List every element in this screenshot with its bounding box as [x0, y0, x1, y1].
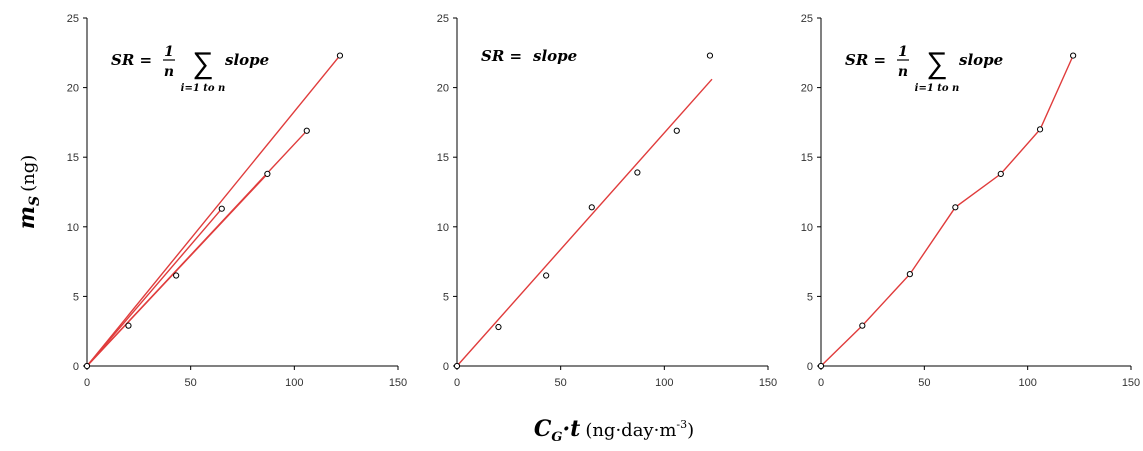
sum-symbol: ∑	[192, 47, 213, 80]
svg-text:mS(ng): mS (ng)	[14, 155, 43, 230]
x-tick-label: 150	[1122, 377, 1140, 389]
x-label-sup: -3	[676, 418, 687, 431]
x-tick-label: 100	[655, 377, 673, 389]
data-point	[453, 362, 461, 370]
data-point	[588, 204, 595, 211]
data-point	[673, 127, 680, 134]
y-tick-label: 15	[801, 152, 813, 164]
data-point	[495, 323, 502, 331]
y-tick-label: 10	[801, 222, 813, 234]
y-tick-label: 10	[67, 222, 79, 234]
y-tick-label: 0	[73, 361, 79, 373]
y-tick-label: 20	[437, 83, 449, 95]
x-tick-label: 0	[84, 377, 90, 389]
data-point	[706, 52, 714, 59]
y-tick-label: 15	[67, 152, 79, 164]
data-point	[952, 204, 959, 211]
fraction-numerator: 1	[164, 44, 174, 60]
sr-equation: SR = slope	[481, 47, 577, 65]
data-point	[303, 127, 310, 134]
sum-subscript: i=1 to n	[915, 83, 960, 94]
x-tick-label: 150	[389, 377, 407, 389]
data-point	[1036, 126, 1044, 133]
panel-1: 0 5 10 15 20 25 0 50 100 150 SR = 1 n ∑ i=1 to n slope	[67, 13, 407, 389]
fit-line	[86, 130, 308, 367]
x-axis-label: CG·t (ng·day·m-3)	[534, 416, 694, 445]
data-point	[125, 322, 132, 329]
y-tick-label: 25	[437, 13, 449, 25]
data-point	[817, 362, 825, 370]
y-tick-label: 0	[443, 361, 449, 373]
x-tick-label: 0	[454, 377, 460, 389]
fit-line	[86, 55, 341, 367]
y-tick-label: 20	[801, 83, 813, 95]
x-tick-label: 100	[285, 377, 303, 389]
y-axis-label: mS (ng)	[14, 155, 43, 230]
data-point	[83, 362, 91, 370]
x-label-unit: (ng·day·m	[585, 420, 676, 441]
x-label-close: )	[687, 420, 694, 441]
data-point	[634, 169, 641, 176]
data-point	[264, 170, 271, 178]
fit-line	[820, 55, 1074, 367]
y-label-main: m	[14, 206, 40, 229]
sr-equation: SR = 1 n ∑ i=1 to n slope	[111, 44, 269, 94]
fit-line	[86, 208, 223, 367]
data-point	[906, 271, 913, 278]
y-tick-label: 5	[443, 291, 449, 303]
x-tick-label: 150	[759, 377, 777, 389]
x-tick-label: 50	[918, 377, 930, 389]
x-label-sub: G	[551, 430, 562, 445]
y-label-sub: S	[27, 196, 43, 206]
sum-symbol: ∑	[926, 47, 947, 80]
y-tick-label: 15	[437, 152, 449, 164]
x-tick-label: 0	[818, 377, 824, 389]
fit-line	[456, 78, 713, 367]
y-tick-label: 10	[437, 222, 449, 234]
data-point	[859, 322, 866, 329]
equation-lhs: SR =	[111, 51, 152, 69]
sr-equation: SR = 1 n ∑ i=1 to n slope	[845, 44, 1003, 94]
fraction-numerator: 1	[898, 44, 908, 60]
y-tick-label: 25	[67, 13, 79, 25]
x-tick-label: 100	[1018, 377, 1036, 389]
data-point	[1070, 52, 1077, 59]
y-tick-label: 5	[73, 291, 79, 303]
fraction-denominator: n	[164, 64, 174, 80]
equation-lhs: SR =	[481, 47, 522, 65]
equation-rhs: slope	[225, 51, 269, 69]
equation-rhs: slope	[533, 47, 577, 65]
sum-subscript: i=1 to n	[181, 83, 226, 94]
equation-rhs: slope	[959, 51, 1003, 69]
x-tick-label: 50	[185, 377, 197, 389]
fraction-denominator: n	[898, 64, 908, 80]
data-point	[336, 52, 344, 59]
data-point	[997, 170, 1004, 178]
y-tick-label: 20	[67, 83, 79, 95]
x-label-mid: ·t	[562, 416, 580, 442]
y-tick-label: 0	[807, 361, 813, 373]
equation-lhs: SR =	[845, 51, 886, 69]
x-label-main: C	[534, 416, 552, 442]
x-tick-label: 50	[555, 377, 567, 389]
data-point	[543, 272, 550, 279]
y-tick-label: 25	[801, 13, 813, 25]
panel-3: 0 5 10 15 20 25 0 50 100 150 SR = 1 n ∑ i=1 to n slope	[801, 13, 1140, 389]
panel-2: 0 5 10 15 20 25 0 50 100 150 SR = slope	[437, 13, 777, 389]
y-tick-label: 5	[807, 291, 813, 303]
data-point	[173, 272, 180, 279]
y-label-unit: (ng)	[18, 155, 39, 192]
data-point	[218, 205, 225, 212]
